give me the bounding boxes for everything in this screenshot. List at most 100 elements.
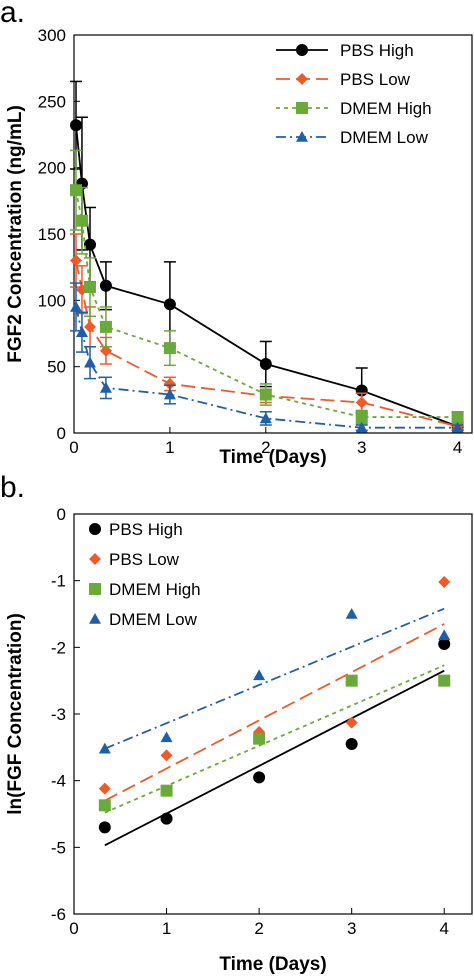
panel-b-x-tick-label: 0 xyxy=(69,919,78,938)
panel-b-data-point xyxy=(160,784,173,797)
panel-a-data-point xyxy=(84,320,97,333)
panel-b-legend-item-pbs-high: PBS High xyxy=(89,520,183,539)
panel-a-data-point xyxy=(451,411,464,424)
panel-b-x-axis-title: Time (Days) xyxy=(219,954,326,975)
panel-b-fit-line xyxy=(104,664,445,814)
panel-b-legend-label: DMEM High xyxy=(109,580,201,599)
panel-a-data-point xyxy=(163,298,176,311)
panel-a-x-tick-label: 1 xyxy=(165,438,174,457)
panel-a-data-point xyxy=(259,412,272,424)
panel-a-y-tick-label: 150 xyxy=(38,225,66,244)
panel-a-data-point xyxy=(355,411,368,424)
panel-a-y-tick-label: 250 xyxy=(38,92,66,111)
panel-b-data-point xyxy=(438,576,451,588)
panel-b-legend-label: DMEM Low xyxy=(109,610,198,629)
panel-a-data-point xyxy=(70,184,83,197)
panel-b-data-point xyxy=(253,771,266,784)
panel-a-data-point xyxy=(84,281,97,294)
panel-a-series-dmem-low xyxy=(70,282,464,433)
panel-a-data-point xyxy=(163,377,176,390)
panel-b-y-tick-label: -3 xyxy=(51,705,66,724)
panel-b-legend-item-dmem-low: DMEM Low xyxy=(89,610,198,629)
panel-a-data-point xyxy=(84,356,97,368)
panel-b-legend-label: PBS Low xyxy=(109,550,180,569)
panel-b-data-point xyxy=(160,749,173,762)
panel-b-x-tick-label: 1 xyxy=(162,919,171,938)
panel-b-series-dmem-high xyxy=(98,664,451,814)
panel-b-y-tick-label: -1 xyxy=(51,572,66,591)
panel-a-data-point xyxy=(451,421,464,433)
panel-b-data-point xyxy=(160,812,173,825)
panel-b-x-tick-label: 2 xyxy=(254,919,263,938)
panel-b-data-point xyxy=(98,799,111,812)
panel-a-series-pbs-low xyxy=(70,233,464,433)
panel-b-data-point xyxy=(253,732,266,745)
panel-b-data-point xyxy=(345,716,358,729)
panel-b-series-dmem-low xyxy=(98,607,451,754)
panel-b-fit-line xyxy=(104,607,445,750)
panel-a-legend-item-dmem-high: DMEM High xyxy=(276,99,432,118)
panel-b-legend-item-dmem-high: DMEM High xyxy=(89,580,201,599)
panel-a-y-axis-title: FGF2 Concentration (ng/mL) xyxy=(5,105,26,363)
panel-a-legend-marker xyxy=(296,73,308,85)
panel-a-data-point xyxy=(99,344,112,357)
panel-b-legend-marker xyxy=(89,553,101,565)
panel-a-legend-label: PBS Low xyxy=(340,70,411,89)
panel-b-data-point xyxy=(345,738,358,750)
panel-b-legend-marker xyxy=(89,613,101,624)
panel-a-legend-label: PBS High xyxy=(340,41,414,60)
panel-b-data-point xyxy=(438,629,451,641)
panel-a-y-tick-label: 0 xyxy=(57,424,66,443)
panel-b-label: b. xyxy=(0,471,25,504)
panel-a-legend-item-dmem-low: DMEM Low xyxy=(276,128,429,147)
panel-b-data-point xyxy=(345,608,358,619)
panel-a-data-point xyxy=(99,381,112,393)
panel-a-data-point xyxy=(70,119,83,132)
panel-b-x-tick-label: 4 xyxy=(439,919,448,938)
panel-b-y-tick-label: -4 xyxy=(51,772,66,791)
panel-a-legend-marker xyxy=(296,131,308,142)
panel-b-y-tick-label: -5 xyxy=(51,838,66,857)
panel-a-data-point xyxy=(259,358,272,371)
panel-a-legend-marker xyxy=(296,44,308,56)
panel-b-data-point xyxy=(253,669,266,681)
panel-a-y-tick-label: 300 xyxy=(38,26,66,45)
panel-b-legend-label: PBS High xyxy=(109,520,183,539)
panel-b-ln-fit-chart: b. 0 1 2 3 4 0 -1 -2 -3 -4 -5 -6 PBS High PBS Low DME… xyxy=(0,471,473,975)
panel-b-data-point xyxy=(98,742,111,754)
panel-b-data-point xyxy=(98,782,111,795)
panel-a-series-line xyxy=(75,190,458,418)
panel-a-legend-label: DMEM High xyxy=(340,99,432,118)
panel-a-x-tick-label: 0 xyxy=(69,438,78,457)
panel-a-series-dmem-high xyxy=(70,149,464,425)
panel-a-legend-item-pbs-low: PBS Low xyxy=(276,70,411,89)
panel-a-legend-item-pbs-high: PBS High xyxy=(276,41,414,60)
panel-b-y-axis-title: ln(FGF Concentration) xyxy=(5,613,26,815)
panel-b-y-tick-label: -6 xyxy=(51,905,66,924)
panel-a-legend-label: DMEM Low xyxy=(340,128,429,147)
panel-b-fit-line xyxy=(104,623,445,802)
panel-a-data-point xyxy=(99,320,112,333)
panel-a-label: a. xyxy=(0,0,25,29)
panel-a-growth-release-chart: a. 0 1 2 3 4 0 50 100 150 200 250 300 PBS High PBS L… xyxy=(0,0,473,468)
panel-b-y-tick-label: 0 xyxy=(57,505,66,524)
panel-a-data-point xyxy=(163,388,176,400)
panel-a-series-line xyxy=(75,125,458,428)
panel-a-legend-marker xyxy=(296,102,308,114)
panel-a-data-point xyxy=(355,396,368,409)
panel-a-data-point xyxy=(355,421,368,433)
panel-a-data-point xyxy=(70,254,83,267)
panel-a-plot-frame xyxy=(73,34,473,434)
panel-a-y-tick-label: 50 xyxy=(47,358,66,377)
panel-a-data-point xyxy=(75,326,88,337)
panel-b-series-pbs-high xyxy=(98,638,451,847)
panel-b-legend: PBS High PBS Low DMEM High DMEM Low xyxy=(89,520,201,629)
panel-a-legend: PBS High PBS Low DMEM High DMEM Low xyxy=(276,41,432,147)
panel-b-x-tick-label: 3 xyxy=(347,919,356,938)
panel-a-series-line xyxy=(75,260,458,428)
panel-b-data-point xyxy=(98,821,111,834)
panel-b-data-point xyxy=(438,638,451,650)
panel-b-data-point xyxy=(345,674,358,687)
panel-a-x-tick-label: 3 xyxy=(357,438,366,457)
panel-a-y-tick-label: 200 xyxy=(38,159,66,178)
